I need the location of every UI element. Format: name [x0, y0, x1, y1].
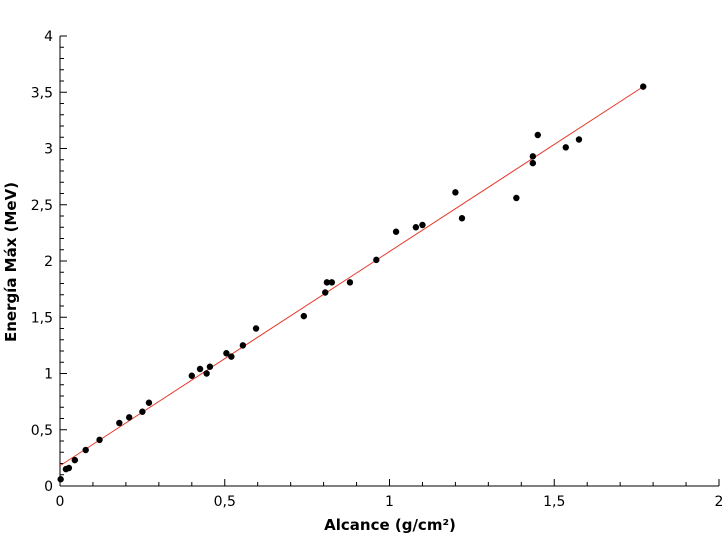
y-tick-label: 3,5 [31, 85, 53, 101]
y-tick-label: 0,5 [31, 423, 53, 439]
data-point [252, 325, 260, 332]
x-axis-label: Alcance (g/cm²) [324, 516, 456, 534]
data-point [116, 419, 123, 427]
y-tick-label: 0 [44, 479, 53, 495]
data-point [145, 399, 153, 406]
data-point [328, 279, 336, 286]
y-tick-label: 2,5 [31, 198, 53, 214]
data-point [452, 189, 459, 196]
data-point [529, 153, 537, 160]
axes: 0 0,5 1 1,5 2 2,5 3 3,5 4 0 0,5 1 1,5 2 [31, 29, 724, 510]
x-tick-label: 2 [715, 494, 724, 510]
data-point [206, 363, 214, 370]
y-tick-label: 3 [44, 142, 53, 158]
data-point [513, 194, 520, 202]
x-tick-label: 1,5 [543, 494, 565, 510]
x-tick-label: 0 [56, 494, 65, 510]
y-tick-label: 4 [44, 29, 53, 45]
data-point [57, 476, 64, 483]
data-point [125, 414, 133, 421]
data-point [458, 215, 466, 222]
fit-line [59, 86, 644, 467]
data-point [575, 136, 583, 143]
data-point [228, 353, 235, 360]
data-point [529, 159, 537, 167]
data-point [419, 221, 426, 229]
data-point [322, 289, 329, 296]
data-point [412, 224, 420, 231]
data-point [223, 350, 230, 357]
data-point [640, 83, 647, 90]
x-tick-label: 0,5 [214, 494, 236, 510]
data-point [188, 372, 195, 379]
data-point [96, 436, 103, 444]
data-point [82, 446, 89, 454]
data-point [71, 456, 79, 464]
data-point [373, 256, 380, 264]
y-axis-label: Energía Máx (MeV) [2, 182, 20, 342]
data-point [346, 279, 354, 286]
data-point [65, 464, 73, 472]
data-point [562, 144, 569, 151]
data-point [239, 342, 247, 349]
plot-area [57, 83, 647, 483]
data-point [196, 365, 204, 373]
data-point [323, 279, 331, 286]
y-tick-label: 1 [44, 367, 53, 383]
y-tick-label: 1,5 [31, 310, 53, 326]
data-point [300, 312, 308, 320]
x-tick-label: 1 [385, 494, 394, 510]
data-point [392, 228, 400, 235]
data-point [139, 408, 146, 415]
data-point [203, 370, 210, 377]
data-point [534, 131, 541, 139]
y-tick-label: 2 [44, 254, 53, 270]
